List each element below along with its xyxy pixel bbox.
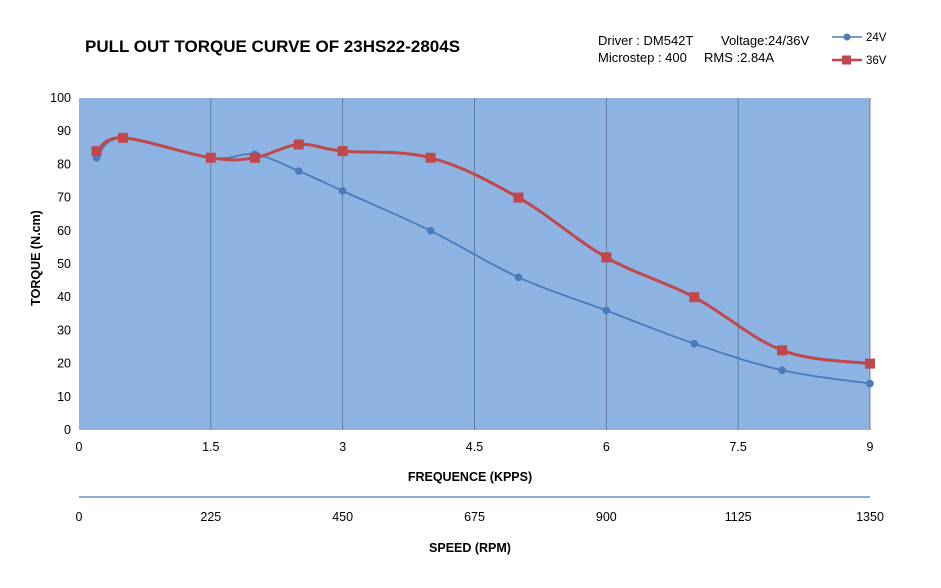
data-point-24v xyxy=(294,167,303,175)
data-point-36v xyxy=(689,292,700,303)
legend-label: 24V xyxy=(866,32,887,44)
legend-marker xyxy=(842,55,851,65)
data-point-36v xyxy=(205,152,216,163)
y-tick-label: 40 xyxy=(57,290,71,304)
rpm-tick-label: 1350 xyxy=(856,510,884,524)
data-point-36v xyxy=(91,146,102,157)
x-tick-label: 7.5 xyxy=(729,440,746,454)
data-point-36v xyxy=(601,252,612,263)
y-axis-ticks: 0 10 20 30 40 50 60 70 80 90 100 xyxy=(50,91,71,437)
x-tick-label: 3 xyxy=(339,440,346,454)
chart-title: PULL OUT TORQUE CURVE OF 23HS22-2804S xyxy=(85,37,460,56)
rpm-tick-label: 0 xyxy=(76,510,83,524)
legend-marker xyxy=(843,33,851,41)
y-tick-label: 80 xyxy=(57,157,71,171)
rpm-tick-label: 450 xyxy=(332,510,353,524)
driver-info: Driver : DM542T xyxy=(598,33,693,48)
voltage-info: Voltage:24/36V xyxy=(721,33,810,48)
rpm-tick-label: 225 xyxy=(200,510,221,524)
rpm-axis-ticks: 0 225 450 675 900 1125 1350 xyxy=(76,510,884,524)
legend-label: 36V xyxy=(866,55,887,67)
legend: 24V 36V xyxy=(832,32,887,67)
y-tick-label: 70 xyxy=(57,191,71,205)
data-point-24v xyxy=(338,187,347,195)
data-point-24v xyxy=(690,339,699,348)
x-tick-label: 1.5 xyxy=(202,440,219,454)
y-tick-label: 50 xyxy=(57,257,71,271)
x-tick-label: 6 xyxy=(603,440,610,454)
rms-info: RMS :2.84A xyxy=(704,50,774,65)
x-tick-label: 0 xyxy=(76,440,83,454)
y-tick-label: 30 xyxy=(57,323,71,337)
data-point-24v xyxy=(426,227,435,235)
data-point-24v xyxy=(514,273,523,282)
rpm-tick-label: 675 xyxy=(464,510,485,524)
x-axis-title: FREQUENCE (KPPS) xyxy=(408,470,532,484)
y-tick-label: 90 xyxy=(57,124,71,138)
y-tick-label: 100 xyxy=(50,91,71,105)
rpm-tick-label: 1125 xyxy=(725,510,752,524)
data-point-36v xyxy=(249,152,260,163)
data-point-36v xyxy=(425,152,436,163)
data-point-36v xyxy=(293,139,304,150)
y-axis-title: TORQUE (N.cm) xyxy=(29,210,43,306)
data-point-24v xyxy=(602,306,611,315)
data-point-24v xyxy=(866,379,874,388)
x-axis-ticks: 0 1.5 3 4.5 6 7.5 9 xyxy=(76,440,874,454)
data-point-36v xyxy=(777,345,788,356)
data-point-36v xyxy=(337,146,348,157)
rpm-axis-title: SPEED (RPM) xyxy=(429,541,511,555)
y-tick-label: 0 xyxy=(64,423,71,437)
data-point-36v xyxy=(865,358,875,369)
x-tick-label: 9 xyxy=(867,440,874,454)
rpm-tick-label: 900 xyxy=(596,510,617,524)
x-tick-label: 4.5 xyxy=(466,440,483,454)
data-point-36v xyxy=(513,192,524,203)
y-tick-label: 10 xyxy=(57,390,71,404)
y-tick-label: 20 xyxy=(57,357,71,371)
data-point-36v xyxy=(117,132,128,143)
y-tick-label: 60 xyxy=(57,224,71,238)
series-markers xyxy=(91,132,875,388)
microstep-info: Microstep : 400 xyxy=(598,50,687,65)
data-point-24v xyxy=(778,366,786,375)
